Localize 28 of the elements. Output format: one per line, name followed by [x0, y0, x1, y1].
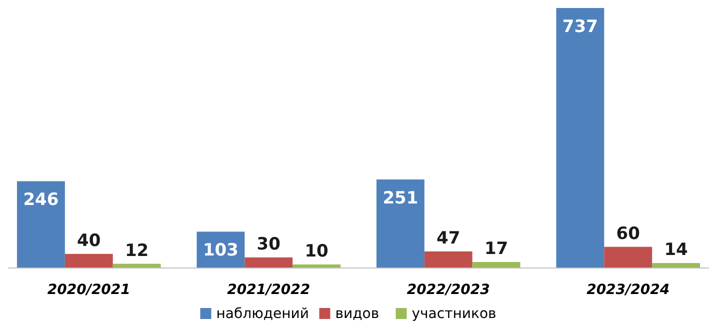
bar: [244, 257, 293, 268]
legend-label: наблюдений: [216, 306, 309, 322]
data-label: 30: [256, 234, 281, 254]
x-tick-label: 2023/2024: [586, 282, 670, 298]
bar: [472, 262, 520, 268]
bar: [424, 251, 472, 268]
legend-label: видов: [335, 306, 380, 322]
bar: [556, 8, 604, 268]
data-label: 251: [382, 188, 418, 208]
bar: [64, 254, 113, 268]
data-label: 737: [562, 17, 598, 37]
legend-label: участников: [412, 306, 496, 322]
data-label: 12: [124, 240, 149, 261]
data-label: 17: [484, 239, 508, 260]
bar: [604, 246, 652, 268]
x-tick-label: 2020/2021: [47, 282, 130, 298]
x-tick-label: 2021/2022: [227, 282, 310, 298]
data-label: 60: [616, 224, 640, 244]
bar: [16, 181, 65, 268]
bar: [376, 179, 424, 268]
data-label: 40: [77, 230, 101, 251]
data-label: 103: [202, 240, 238, 261]
data-label: 47: [436, 228, 460, 248]
x-tick-label: 2022/2023: [406, 282, 490, 298]
data-label: 246: [23, 190, 59, 210]
data-label: 14: [664, 240, 688, 260]
bar: [652, 263, 700, 268]
data-label: 10: [304, 241, 329, 262]
